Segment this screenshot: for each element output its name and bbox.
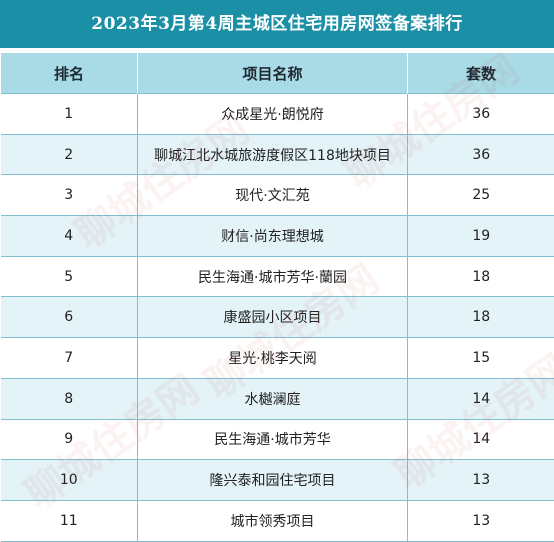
count-cell: 18 — [408, 256, 554, 297]
rank-cell: 6 — [1, 297, 138, 338]
project-name-cell: 城市领秀项目 — [138, 500, 408, 541]
header-project-name: 项目名称 — [138, 53, 408, 94]
count-cell: 15 — [408, 338, 554, 379]
rank-cell: 9 — [1, 419, 138, 460]
rank-cell: 7 — [1, 338, 138, 379]
count-cell: 14 — [408, 419, 554, 460]
rank-cell: 2 — [1, 134, 138, 175]
rank-cell: 10 — [1, 460, 138, 501]
count-cell: 13 — [408, 500, 554, 541]
header-rank: 排名 — [1, 53, 138, 94]
table-row: 4 财信·尚东理想城 19 — [1, 216, 554, 257]
rank-cell: 4 — [1, 216, 138, 257]
table-row: 8 水樾澜庭 14 — [1, 378, 554, 419]
ranking-table: 排名 项目名称 套数 1 众成星光·朗悦府 36 2 聊城江北水城旅游度假区11… — [0, 53, 554, 542]
table-row: 3 现代·文汇苑 25 — [1, 175, 554, 216]
table-row: 11 城市领秀项目 13 — [1, 500, 554, 541]
project-name-cell: 星光·桃李天阅 — [138, 338, 408, 379]
project-name-cell: 众成星光·朗悦府 — [138, 94, 408, 135]
count-cell: 18 — [408, 297, 554, 338]
table-row: 10 隆兴泰和园住宅项目 13 — [1, 460, 554, 501]
table-row: 1 众成星光·朗悦府 36 — [1, 94, 554, 135]
project-name-cell: 隆兴泰和园住宅项目 — [138, 460, 408, 501]
header-count: 套数 — [408, 53, 554, 94]
project-name-cell: 财信·尚东理想城 — [138, 216, 408, 257]
project-name-cell: 聊城江北水城旅游度假区118地块项目 — [138, 134, 408, 175]
table-row: 7 星光·桃李天阅 15 — [1, 338, 554, 379]
rank-cell: 8 — [1, 378, 138, 419]
project-name-cell: 水樾澜庭 — [138, 378, 408, 419]
rank-cell: 1 — [1, 94, 138, 135]
rank-cell: 11 — [1, 500, 138, 541]
header-row: 排名 项目名称 套数 — [1, 53, 554, 94]
count-cell: 19 — [408, 216, 554, 257]
count-cell: 36 — [408, 134, 554, 175]
rank-cell: 3 — [1, 175, 138, 216]
table-row: 2 聊城江北水城旅游度假区118地块项目 36 — [1, 134, 554, 175]
table-row: 6 康盛园小区项目 18 — [1, 297, 554, 338]
table-title: 2023年3月第4周主城区住宅用房网签备案排行 — [0, 0, 554, 48]
project-name-cell: 民生海通·城市芳华·蘭园 — [138, 256, 408, 297]
project-name-cell: 民生海通·城市芳华 — [138, 419, 408, 460]
count-cell: 25 — [408, 175, 554, 216]
table-row: 9 民生海通·城市芳华 14 — [1, 419, 554, 460]
project-name-cell: 康盛园小区项目 — [138, 297, 408, 338]
count-cell: 13 — [408, 460, 554, 501]
table-row: 5 民生海通·城市芳华·蘭园 18 — [1, 256, 554, 297]
count-cell: 14 — [408, 378, 554, 419]
project-name-cell: 现代·文汇苑 — [138, 175, 408, 216]
count-cell: 36 — [408, 94, 554, 135]
rank-cell: 5 — [1, 256, 138, 297]
